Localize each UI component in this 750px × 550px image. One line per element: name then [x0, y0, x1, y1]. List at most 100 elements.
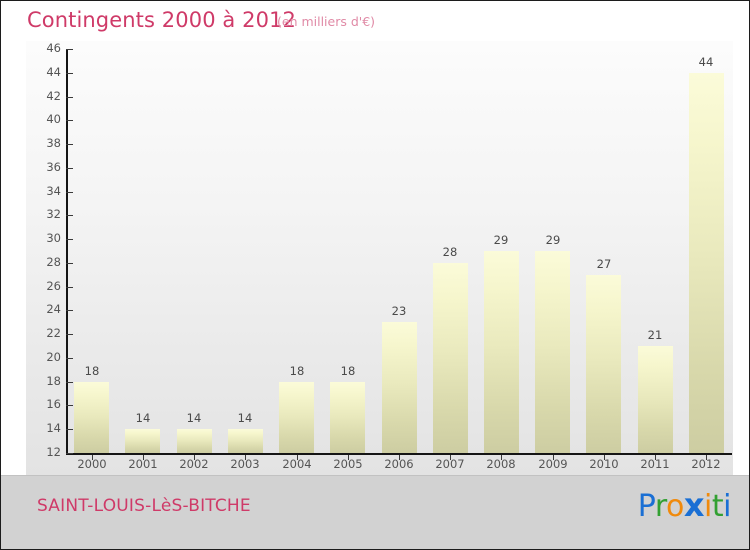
bar-value-label: 18: [340, 364, 356, 378]
chart-header: Contingents 2000 à 2012 (en milliers d'€…: [1, 1, 749, 41]
y-axis-tick: [66, 358, 73, 359]
y-axis-tick: [66, 73, 73, 74]
bar-value-label: 18: [289, 364, 305, 378]
bar-value-label: 14: [186, 411, 202, 425]
y-axis-tick: [66, 334, 73, 335]
bar-value-label: 28: [442, 245, 458, 259]
y-axis-label: 26: [46, 279, 61, 293]
y-axis-tick: [66, 405, 73, 406]
y-axis-tick: [66, 382, 73, 383]
y-axis-label: 16: [46, 397, 61, 411]
y-axis-label: 12: [46, 445, 61, 459]
x-axis-label: 2006: [384, 457, 414, 471]
x-axis-tick: [348, 455, 349, 460]
x-axis-tick: [553, 455, 554, 460]
x-axis-tick: [399, 455, 400, 460]
y-axis-label: 18: [46, 374, 61, 388]
x-axis-line: [66, 453, 732, 455]
bar-value-label: 14: [237, 411, 253, 425]
x-axis-label: 2011: [640, 457, 670, 471]
page-title: Contingents 2000 à 2012: [27, 8, 297, 32]
y-axis-tick: [66, 49, 73, 50]
y-axis-tick: [66, 120, 73, 121]
bar: [433, 263, 468, 453]
x-axis-label: 2005: [333, 457, 363, 471]
y-axis-line: [66, 49, 68, 455]
bar-value-label: 29: [493, 233, 509, 247]
logo-letter-r: r: [654, 489, 667, 524]
bar: [279, 382, 314, 453]
x-axis-label: 2001: [128, 457, 158, 471]
x-axis-tick: [297, 455, 298, 460]
plot-area: [26, 41, 733, 475]
bar: [330, 382, 365, 453]
x-axis-tick: [92, 455, 93, 460]
y-axis-tick: [66, 215, 73, 216]
x-axis-tick: [194, 455, 195, 460]
x-axis-tick: [655, 455, 656, 460]
x-axis-label: 2007: [435, 457, 465, 471]
logo-letter-p: P: [637, 489, 656, 524]
bar-value-label: 21: [647, 328, 663, 342]
bar: [125, 429, 160, 453]
x-axis-tick: [501, 455, 502, 460]
x-axis-label: 2002: [179, 457, 209, 471]
y-axis-tick: [66, 239, 73, 240]
x-axis-label: 2003: [230, 457, 260, 471]
bar-value-label: 27: [596, 257, 612, 271]
y-axis-label: 44: [46, 65, 61, 79]
y-axis-label: 20: [46, 350, 61, 364]
y-axis-label: 22: [46, 326, 61, 340]
bar-value-label: 18: [84, 364, 100, 378]
logo-letter-i2: i: [723, 489, 731, 524]
y-axis-tick: [66, 310, 73, 311]
commune-name: SAINT-LOUIS-LèS-BITCHE: [37, 496, 251, 516]
bar: [228, 429, 263, 453]
x-axis-label: 2010: [589, 457, 619, 471]
bar: [638, 346, 673, 453]
x-axis-label: 2012: [691, 457, 721, 471]
x-axis-tick: [604, 455, 605, 460]
y-axis-label: 38: [46, 136, 61, 150]
y-axis-tick: [66, 287, 73, 288]
y-axis-tick: [66, 453, 73, 454]
logo-letter-o: o: [666, 489, 684, 524]
y-axis-label: 32: [46, 207, 61, 221]
y-axis-label: 34: [46, 184, 61, 198]
x-axis-tick: [450, 455, 451, 460]
bar-value-label: 14: [135, 411, 151, 425]
y-axis-tick: [66, 97, 73, 98]
footer-divider: [1, 475, 749, 476]
bar: [484, 251, 519, 453]
chart-footer: SAINT-LOUIS-LèS-BITCHE Proxiti: [1, 475, 749, 549]
proxiti-logo[interactable]: Proxiti: [637, 486, 732, 524]
y-axis-label: 24: [46, 302, 61, 316]
x-axis-tick: [706, 455, 707, 460]
bar-value-label: 23: [391, 304, 407, 318]
logo-letter-x: x: [683, 486, 705, 524]
y-axis-tick: [66, 144, 73, 145]
y-axis-tick: [66, 429, 73, 430]
y-axis-label: 28: [46, 255, 61, 269]
x-axis-label: 2004: [282, 457, 312, 471]
logo-letter-i1: i: [704, 489, 712, 524]
y-axis-label: 30: [46, 231, 61, 245]
x-axis-tick: [245, 455, 246, 460]
x-axis-label: 2000: [77, 457, 107, 471]
x-axis-tick: [143, 455, 144, 460]
y-axis-label: 42: [46, 89, 61, 103]
bar-value-label: 29: [545, 233, 561, 247]
x-axis-label: 2008: [486, 457, 516, 471]
y-axis-tick: [66, 168, 73, 169]
y-axis-tick: [66, 263, 73, 264]
y-axis-label: 46: [46, 41, 61, 55]
bar: [535, 251, 570, 453]
y-axis-label: 36: [46, 160, 61, 174]
x-axis-label: 2009: [538, 457, 568, 471]
y-axis-label: 14: [46, 421, 61, 435]
bar: [689, 73, 724, 453]
y-axis-label: 40: [46, 112, 61, 126]
chart-subtitle: (en milliers d'€): [277, 14, 376, 29]
logo-letter-t: t: [711, 489, 724, 524]
